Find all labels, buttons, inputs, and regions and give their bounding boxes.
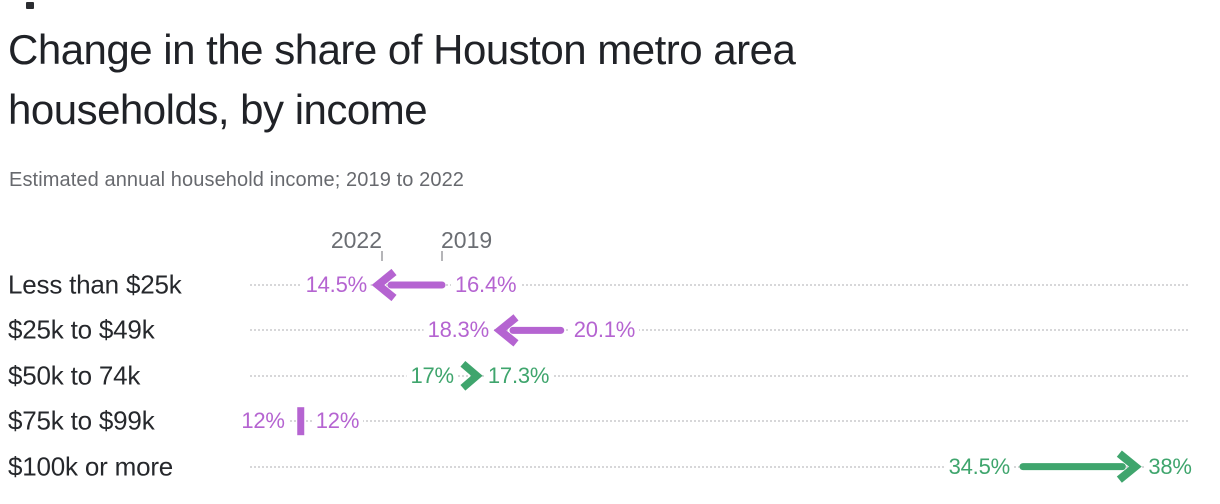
category-label: $50k to 74k bbox=[8, 360, 141, 391]
axis-tick-2019 bbox=[440, 251, 443, 261]
year-label-2022: 2022 bbox=[330, 227, 382, 253]
value-label-2022: 38% bbox=[1144, 452, 1196, 481]
value-label-2019: 12% bbox=[237, 407, 289, 436]
category-label: $100k or more bbox=[8, 451, 174, 482]
cropped-corner-mark bbox=[26, 2, 34, 9]
value-label-2019: 20.1% bbox=[569, 316, 640, 345]
row-gridline bbox=[250, 420, 1188, 423]
chart-title-line2: households, by income bbox=[8, 86, 428, 133]
value-label-2022: 12% bbox=[311, 407, 364, 436]
row-gridline bbox=[250, 465, 1188, 468]
value-label-2022: 14.5% bbox=[301, 271, 371, 299]
value-label-2019: 16.4% bbox=[450, 271, 521, 299]
axis-tick-2022 bbox=[381, 251, 383, 261]
category-label: $25k to $49k bbox=[8, 314, 155, 345]
value-label-2022: 18.3% bbox=[423, 316, 493, 345]
year-label-2019: 2019 bbox=[440, 227, 493, 253]
row-gridline bbox=[250, 284, 1188, 286]
row-gridline bbox=[250, 329, 1188, 332]
value-label-2019: 34.5% bbox=[944, 452, 1014, 481]
chart-subtitle: Estimated annual household income; 2019 … bbox=[9, 169, 465, 191]
category-label: $75k to $99k bbox=[8, 405, 155, 436]
category-label: Less than $25k bbox=[8, 269, 182, 300]
chart-title: Change in the share of Houston metro are… bbox=[8, 20, 1128, 140]
row-gridline bbox=[250, 374, 1188, 377]
value-label-2019: 17% bbox=[406, 361, 458, 390]
chart-title-line1: Change in the share of Houston metro are… bbox=[8, 26, 796, 73]
value-label-2022: 17.3% bbox=[483, 361, 554, 390]
